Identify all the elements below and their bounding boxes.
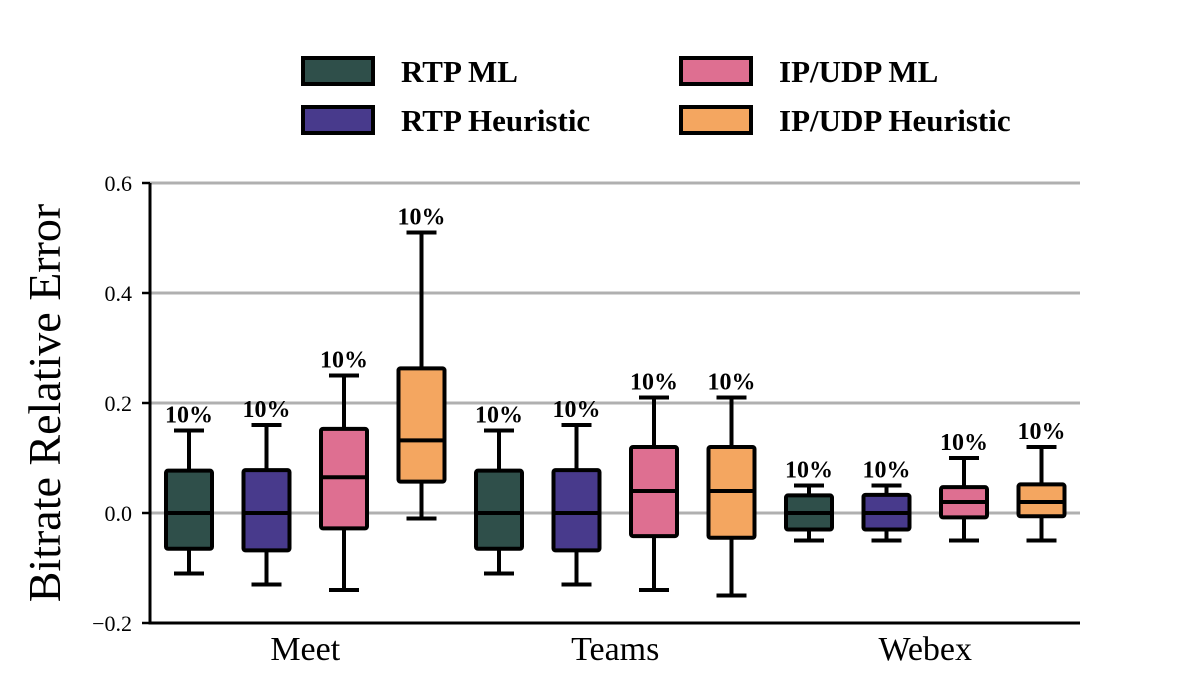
box-webex-ip-udp-ml: 10% (939, 430, 989, 543)
legend-label: RTP Heuristic (401, 103, 590, 138)
iqr-box (241, 468, 292, 553)
box-annotation: 10% (863, 458, 911, 484)
x-category-label: Webex (878, 631, 972, 668)
legend-label: RTP ML (401, 54, 518, 89)
box-teams-rtp-heuristic: 10% (551, 397, 602, 587)
x-category-label: Teams (571, 631, 659, 668)
legend-item: RTP ML (301, 54, 518, 89)
y-tick-label: 0.4 (105, 281, 133, 306)
box-webex-rtp-heuristic: 10% (861, 458, 912, 543)
box-annotation: 10% (243, 397, 291, 423)
legend-item: IP/UDP Heuristic (679, 103, 1011, 138)
box-annotation: 10% (1018, 419, 1066, 445)
iqr-box (551, 468, 602, 553)
box-teams-ip-udp-heuristic: 10% (706, 370, 757, 598)
box-annotation: 10% (320, 348, 368, 374)
grid-lines (150, 181, 1080, 515)
legend: RTP ML RTP Heuristic IP/UDP ML IP/UDP Heuri… (301, 54, 1011, 138)
legend-swatch (301, 105, 375, 135)
legend-swatch (679, 105, 753, 135)
box-meet-ip-udp-heuristic: 10% (396, 205, 447, 521)
iqr-box (474, 468, 524, 551)
box-meet-rtp-heuristic: 10% (241, 397, 292, 587)
box-annotation: 10% (708, 370, 756, 396)
legend-label: IP/UDP Heuristic (779, 103, 1011, 138)
legend-label: IP/UDP ML (779, 54, 938, 89)
y-tick-label: 0.2 (105, 391, 133, 416)
box-annotation: 10% (630, 370, 678, 396)
legend-swatch (679, 56, 753, 86)
box-annotation: 10% (785, 458, 833, 484)
box-teams-ip-udp-ml: 10% (629, 370, 679, 592)
legend-item: IP/UDP ML (679, 54, 938, 89)
x-category-label: Meet (270, 631, 340, 668)
box-webex-rtp-ml: 10% (784, 458, 834, 543)
y-axis-label: Bitrate Relative Error (19, 204, 70, 603)
box-annotation: 10% (475, 403, 523, 429)
y-tick-label: −0.2 (92, 611, 132, 636)
box-meet-rtp-ml: 10% (164, 403, 214, 576)
box-teams-rtp-ml: 10% (474, 403, 524, 576)
legend-swatch (301, 56, 375, 86)
box-meet-ip-udp-ml: 10% (319, 348, 369, 592)
box-annotation: 10% (165, 403, 213, 429)
box-annotation: 10% (940, 430, 988, 456)
y-tick-label: 0.6 (105, 171, 133, 196)
iqr-box (396, 366, 447, 484)
axes: −0.2 0.0 0.2 0.4 0.6 Meet Teams Webex (92, 171, 1080, 668)
legend-item: RTP Heuristic (301, 103, 590, 138)
y-tick-label: 0.0 (105, 501, 133, 526)
box-webex-ip-udp-heuristic: 10% (1016, 419, 1067, 543)
iqr-box (164, 468, 214, 551)
box-annotation: 10% (553, 397, 601, 423)
box-annotation: 10% (398, 205, 446, 231)
plot-area: 10% 10% 10% 10% 10% 10% 10% 10% 10% 10% 10% 10% (164, 205, 1067, 598)
